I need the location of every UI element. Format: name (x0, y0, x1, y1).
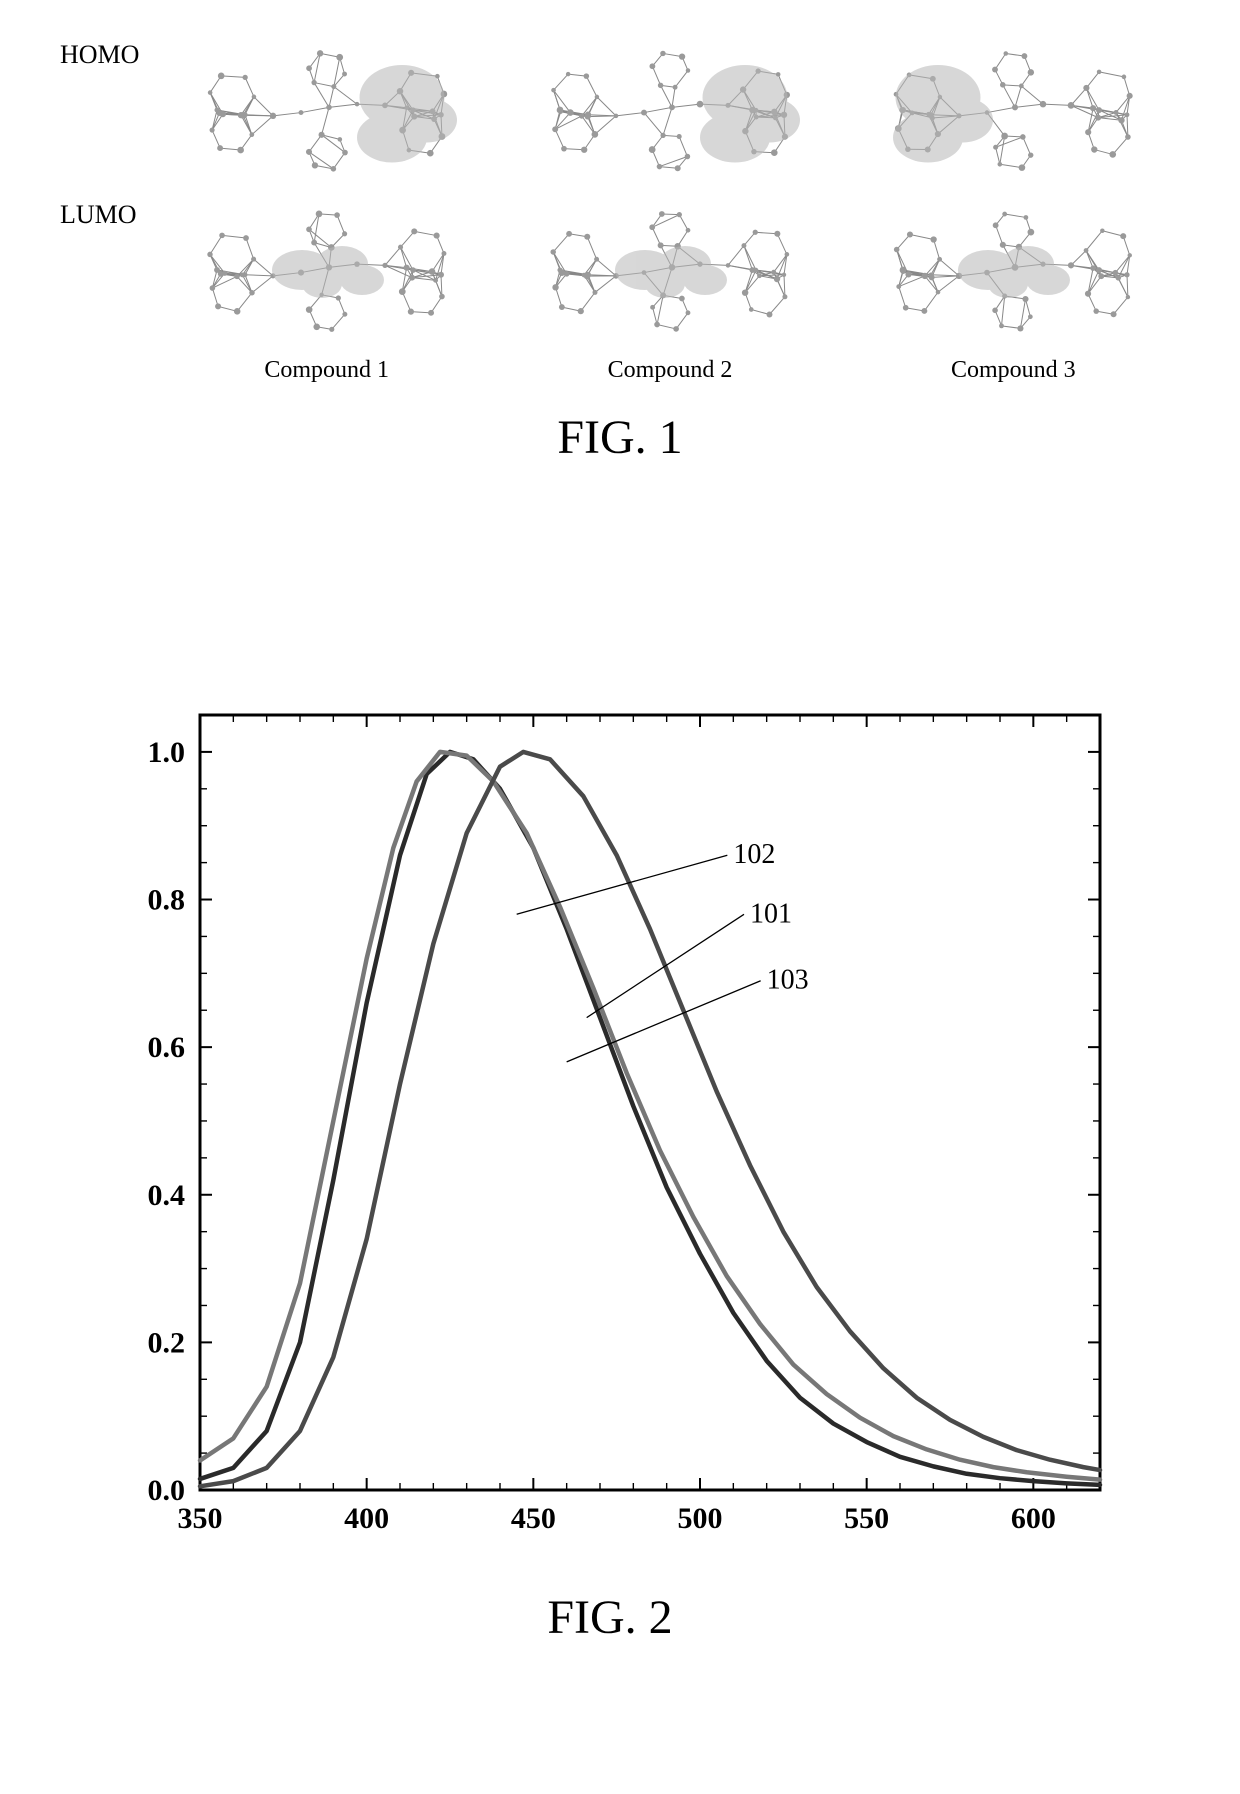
figure-2: 3504004505005506000.00.20.40.60.81.01021… (90, 690, 1130, 1645)
col-label-3: Compound 3 (951, 357, 1076, 384)
molecule-lumo-2 (520, 200, 820, 340)
svg-text:0.8: 0.8 (148, 884, 186, 917)
svg-text:600: 600 (1011, 1502, 1056, 1535)
svg-text:0.4: 0.4 (148, 1179, 186, 1212)
figure-1: HOMO LUMO Compound 1 Compound 2 Compound… (60, 30, 1180, 465)
svg-text:102: 102 (733, 839, 775, 870)
svg-text:0.6: 0.6 (148, 1031, 186, 1064)
molecule-homo-2 (520, 40, 820, 180)
chart-svg: 3504004505005506000.00.20.40.60.81.01021… (90, 690, 1130, 1560)
fig1-caption: FIG. 1 (60, 410, 1180, 465)
col-label-1: Compound 1 (264, 357, 389, 384)
svg-text:450: 450 (511, 1502, 556, 1535)
svg-text:1.0: 1.0 (148, 736, 186, 769)
svg-text:0.2: 0.2 (148, 1326, 186, 1359)
molecule-lumo-1 (177, 200, 477, 340)
molecule-homo-1 (177, 40, 477, 180)
svg-text:101: 101 (750, 898, 792, 929)
fig2-caption: FIG. 2 (90, 1590, 1130, 1645)
col-label-2: Compound 2 (608, 357, 733, 384)
row-label-lumo: LUMO (60, 190, 137, 230)
molecule-lumo-3 (863, 200, 1163, 340)
fig1-grid: HOMO LUMO Compound 1 Compound 2 Compound… (60, 30, 1180, 390)
svg-text:0.0: 0.0 (148, 1474, 186, 1507)
spectrum-chart: 3504004505005506000.00.20.40.60.81.01021… (90, 690, 1130, 1560)
svg-text:550: 550 (844, 1502, 889, 1535)
svg-text:400: 400 (344, 1502, 389, 1535)
svg-text:103: 103 (767, 965, 809, 996)
row-label-homo: HOMO (60, 30, 139, 70)
svg-text:500: 500 (678, 1502, 723, 1535)
molecule-homo-3 (863, 40, 1163, 180)
